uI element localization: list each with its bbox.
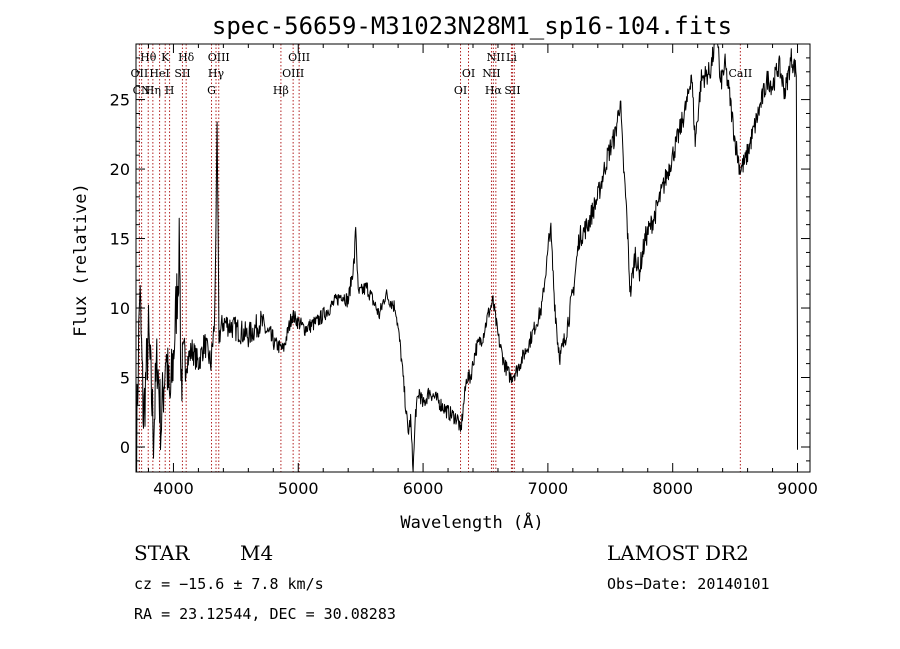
survey-name: LAMOST DR2: [607, 541, 749, 565]
y-tick-label: 0: [120, 438, 130, 457]
line-label: OI: [462, 67, 475, 80]
line-label: Hβ: [273, 84, 289, 97]
spectrum-line: [136, 43, 798, 473]
line-label: K: [161, 51, 170, 64]
x-axis-label: Wavelength (Å): [400, 511, 543, 533]
line-label: Li: [506, 51, 517, 64]
y-tick-label: 10: [110, 299, 130, 318]
y-axis-label: Flux (relative): [71, 183, 91, 337]
object-class: STAR: [134, 541, 190, 565]
line-label: Hα: [485, 84, 503, 97]
observation-date: Obs−Date: 20140101: [607, 575, 770, 593]
y-tick-label: 15: [110, 230, 130, 249]
line-label: G: [207, 84, 216, 97]
chart-title: spec-56659-M31023N28M1_sp16-104.fits: [212, 12, 732, 40]
y-axis-ticks: 0 5 10 15 20 25: [110, 57, 810, 462]
line-label: NII: [487, 51, 505, 64]
redshift-velocity: cz = −15.6 ± 7.8 km/s: [134, 575, 324, 593]
line-label: Hδ: [178, 51, 195, 64]
line-label: H: [165, 84, 175, 97]
y-tick-label: 25: [110, 91, 130, 110]
line-label: OIII: [282, 67, 304, 80]
x-tick-label: 6000: [403, 479, 444, 498]
y-tick-label: 20: [110, 160, 130, 179]
line-label: Hη: [145, 84, 161, 97]
line-label: SII: [504, 84, 520, 97]
line-label: NII: [482, 67, 500, 80]
y-tick-label: 5: [120, 369, 130, 388]
x-tick-label: 8000: [652, 479, 693, 498]
x-axis-ticks: 4000 5000 6000 7000 8000 9000: [147, 44, 818, 498]
x-tick-label: 7000: [528, 479, 569, 498]
line-label: OIII: [208, 51, 230, 64]
line-label: OIII: [288, 51, 310, 64]
line-label: SII: [174, 67, 190, 80]
line-label: OI: [454, 84, 467, 97]
line-label: Hθ: [140, 51, 157, 64]
emission-line-markers: [138, 44, 741, 472]
sky-coordinates: RA = 23.12544, DEC = 30.08283: [134, 605, 396, 623]
line-label: CaII: [729, 67, 753, 80]
x-tick-label: 5000: [278, 479, 319, 498]
x-tick-label: 4000: [153, 479, 194, 498]
line-label: HeI: [149, 67, 169, 80]
line-label: Hγ: [208, 67, 225, 80]
object-subclass: M4: [240, 541, 273, 565]
line-label: OII: [131, 67, 149, 80]
plot-frame: [135, 43, 811, 473]
x-tick-label: 9000: [777, 479, 818, 498]
line-label: CN: [133, 84, 151, 97]
